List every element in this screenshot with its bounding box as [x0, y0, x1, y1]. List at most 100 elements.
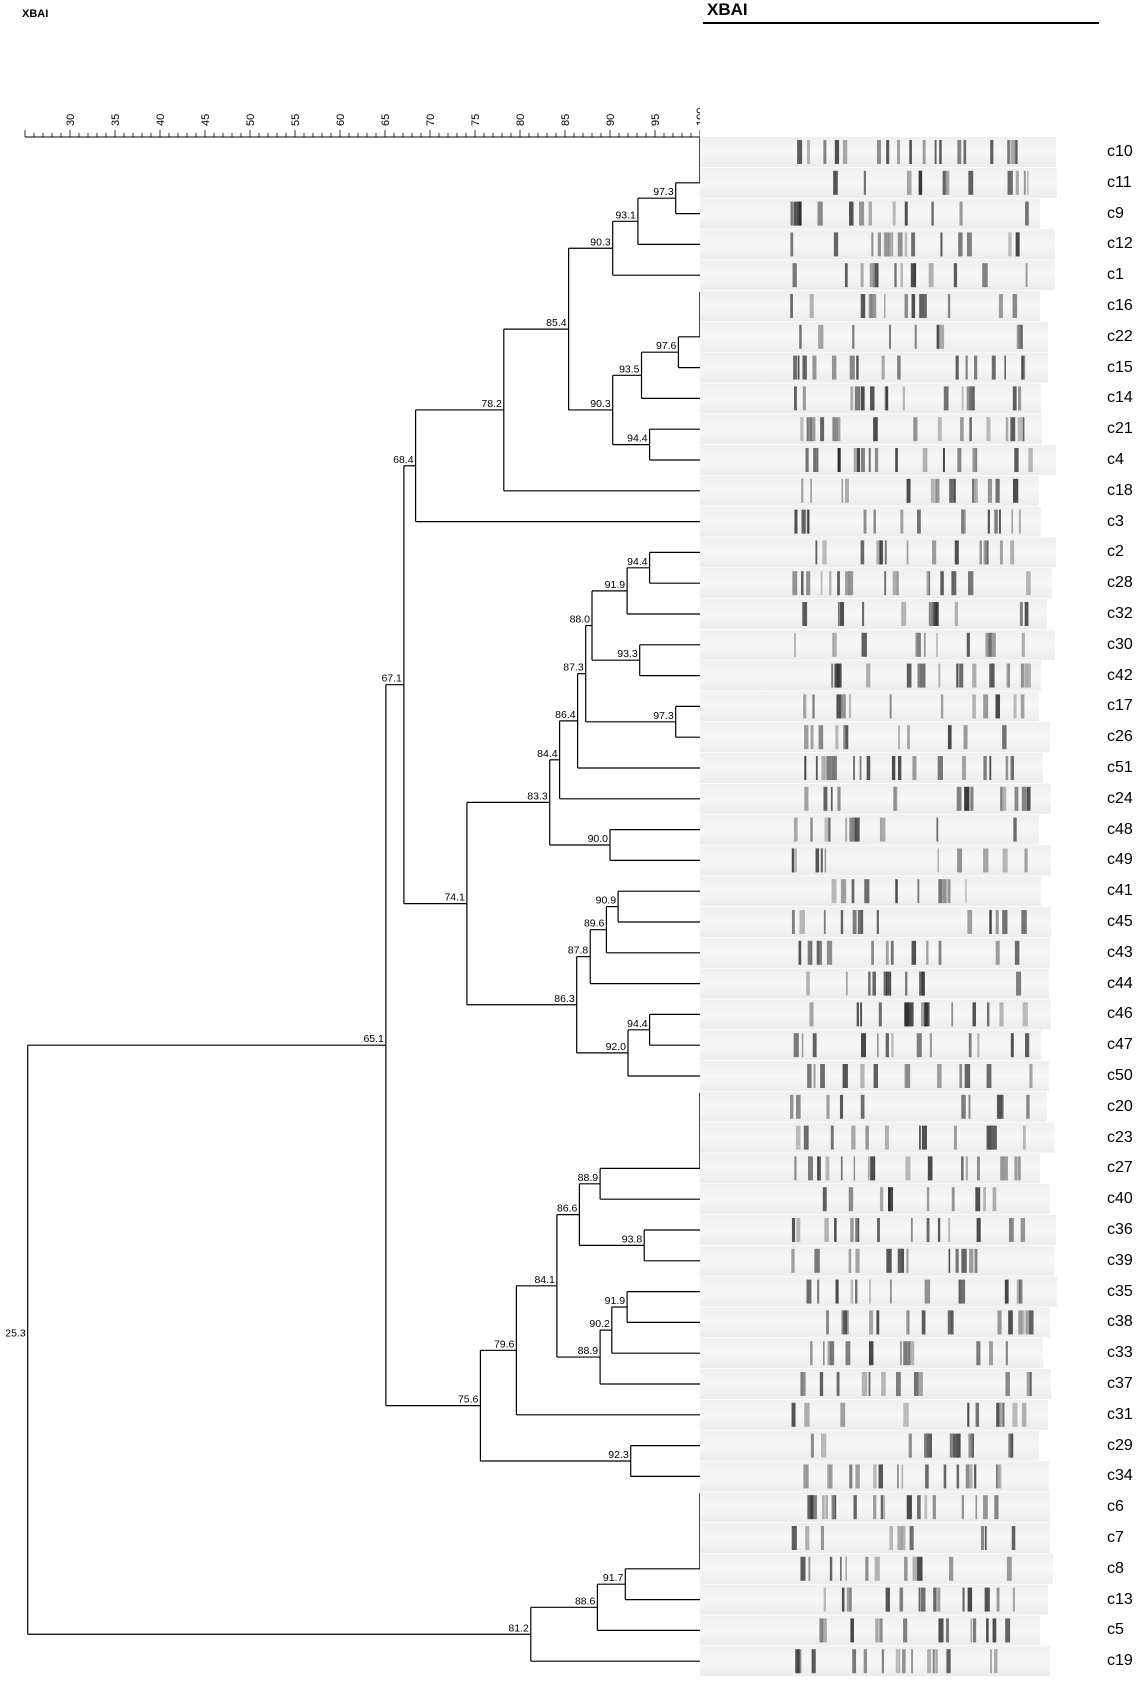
gel-band: [801, 1372, 806, 1396]
gel-band: [972, 1618, 977, 1643]
gel-band: [960, 417, 964, 442]
gel-band: [877, 1218, 880, 1242]
gel-band: [953, 478, 956, 503]
gel-band: [913, 417, 918, 442]
gel-band: [848, 1187, 854, 1212]
gel-band: [815, 848, 820, 873]
gel-band: [869, 1279, 871, 1304]
gel-lane: [700, 1091, 1047, 1122]
node-similarity-label: 78.2: [481, 398, 502, 410]
gel-band: [950, 1310, 954, 1335]
gel-band: [853, 1495, 857, 1520]
gel-band: [1011, 509, 1014, 534]
gel-band: [820, 417, 825, 442]
gel-band: [860, 540, 865, 565]
gel-band: [897, 756, 902, 780]
gel-band: [1010, 140, 1016, 164]
gel-band: [995, 694, 1001, 719]
gel-band: [794, 1156, 797, 1181]
gel-band: [902, 386, 905, 411]
gel-band: [860, 1002, 863, 1027]
lane-label: c26: [1107, 728, 1133, 746]
gel-band: [928, 263, 934, 288]
gel-band: [907, 1341, 911, 1366]
gel-band: [968, 1464, 973, 1489]
gel-band: [958, 1279, 961, 1304]
gel-band: [859, 756, 862, 780]
lane-label: c34: [1107, 1467, 1133, 1485]
gel-band: [895, 448, 898, 472]
gel-band: [792, 848, 797, 873]
gel-band: [953, 1125, 957, 1150]
gel-band: [921, 971, 925, 996]
node-similarity-label: 97.3: [653, 186, 674, 198]
gel-band: [856, 355, 858, 380]
gel-band: [938, 324, 945, 349]
gel-band: [1012, 1402, 1018, 1427]
gel-band: [860, 448, 865, 472]
gel-band: [898, 1248, 905, 1273]
gel-lane: [700, 1523, 1050, 1553]
gel-band: [1012, 1587, 1015, 1612]
gel-lane: [700, 321, 1048, 352]
gel-band: [967, 571, 974, 596]
lane-label: c43: [1107, 943, 1133, 961]
gel-band: [804, 786, 809, 811]
gel-band: [942, 879, 947, 904]
gel-band: [803, 694, 807, 719]
gel-lane: [700, 1030, 1041, 1061]
gel-band: [916, 632, 921, 657]
gel-band: [1022, 1002, 1028, 1027]
gel-lane: [700, 629, 1055, 660]
gel-band: [935, 478, 940, 503]
node-similarity-label: 75.6: [458, 1394, 479, 1406]
gel-band: [852, 1649, 857, 1674]
gel-band: [876, 910, 879, 934]
gel-band: [852, 910, 857, 934]
lane-label: c46: [1107, 1005, 1133, 1023]
gel-band: [849, 355, 855, 380]
gel-lane: [700, 1122, 1054, 1153]
gel-band: [1019, 1279, 1023, 1304]
gel-band: [863, 170, 866, 195]
gel-band: [795, 1649, 800, 1674]
gel-band: [791, 910, 795, 934]
gel-band: [961, 1156, 964, 1181]
node-similarity-label: 93.8: [622, 1233, 643, 1245]
node-similarity-label: 87.3: [563, 662, 584, 674]
gel-band: [948, 1556, 954, 1581]
gel-band: [820, 1526, 824, 1550]
gel-band: [869, 1310, 874, 1335]
gel-band: [1007, 663, 1010, 688]
gel-band: [883, 971, 888, 996]
gel-band: [958, 232, 963, 257]
gel-band: [906, 1248, 909, 1273]
gel-band: [884, 1125, 889, 1150]
gel-band: [876, 140, 881, 164]
gel-band: [873, 1464, 877, 1489]
lane-label: c16: [1107, 297, 1133, 314]
gel-band: [938, 940, 942, 965]
gel-band: [965, 879, 967, 904]
gel-band: [821, 756, 826, 780]
gel-band: [975, 1187, 981, 1212]
gel-band: [1016, 324, 1022, 349]
gel-band: [854, 386, 861, 411]
gel-title: XBAI: [707, 0, 748, 19]
gel-band: [826, 1094, 830, 1119]
gel-band: [1002, 910, 1008, 934]
gel-band: [905, 971, 908, 996]
gel-band: [852, 817, 857, 842]
gel-band: [818, 324, 824, 349]
lane-label: c9: [1107, 204, 1124, 222]
gel-band: [884, 571, 887, 596]
lane-label: c31: [1107, 1405, 1133, 1423]
gel-band: [1002, 786, 1007, 811]
gel-band: [807, 1064, 812, 1088]
gel-band: [895, 879, 898, 904]
lane-label: c42: [1107, 666, 1133, 684]
gel-band: [1018, 1156, 1021, 1181]
gel-band: [963, 140, 967, 164]
gel-band: [854, 817, 860, 842]
gel-band: [803, 1464, 809, 1489]
